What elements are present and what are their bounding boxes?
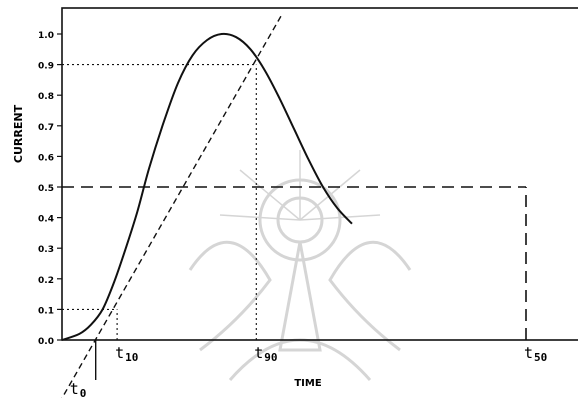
marker-t0-subscript: 0 [80,387,87,398]
x-axis-label: TIME [294,378,321,389]
marker-t10-subscript: 10 [125,351,138,364]
marker-t50-subscript: 50 [534,351,547,364]
y-tick-label: 1.0 [38,31,54,41]
marker-t90-subscript: 90 [264,351,277,364]
y-tick-label: 0.0 [38,337,54,347]
y-tick-label: 0.9 [38,62,54,72]
y-tick-label: 0.5 [38,184,54,194]
y-tick-label: 0.1 [38,306,54,316]
y-tick-label: 0.7 [38,123,54,133]
marker-t90: t [254,344,263,362]
marker-t0: t [70,380,79,398]
tangent-line [61,13,284,398]
plot-frame [61,7,578,341]
marker-t50: t [524,344,533,362]
y-tick-label: 0.3 [38,245,54,255]
marker-t10: t [115,344,124,362]
y-tick-label: 0.4 [38,215,54,225]
y-tick-label: 0.2 [38,276,54,286]
y-tick-label: 0.8 [38,92,54,102]
y-axis-label: CURRENT [12,104,25,163]
y-tick-label: 0.6 [38,153,54,163]
current-curve [61,32,353,341]
